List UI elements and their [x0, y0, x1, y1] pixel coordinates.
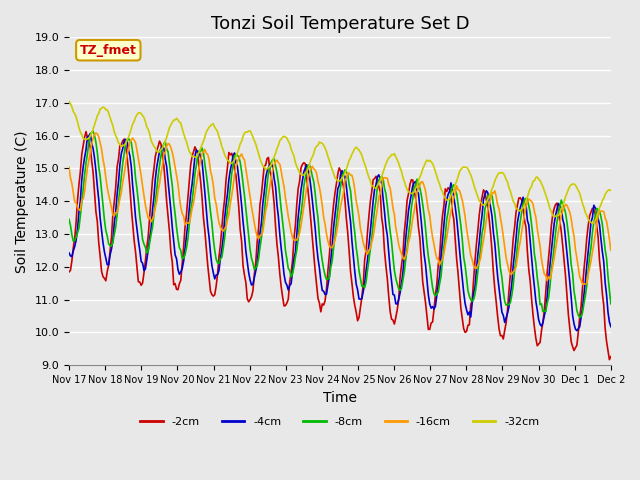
Legend: -2cm, -4cm, -8cm, -16cm, -32cm: -2cm, -4cm, -8cm, -16cm, -32cm: [136, 413, 544, 432]
Y-axis label: Soil Temperature (C): Soil Temperature (C): [15, 130, 29, 273]
Text: TZ_fmet: TZ_fmet: [80, 44, 137, 57]
X-axis label: Time: Time: [323, 391, 357, 405]
Title: Tonzi Soil Temperature Set D: Tonzi Soil Temperature Set D: [211, 15, 469, 33]
